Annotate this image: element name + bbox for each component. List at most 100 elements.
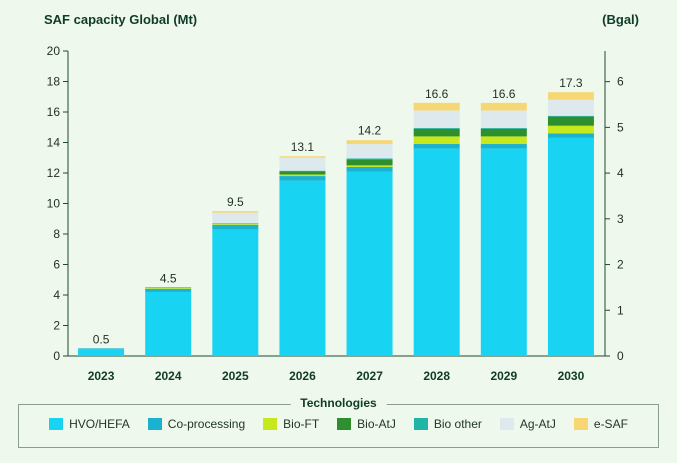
legend-swatch: [573, 418, 588, 430]
bar-segment-co-processing: [212, 224, 259, 230]
legend-swatch: [147, 418, 162, 430]
bar-segment-bio-ft: [145, 288, 192, 289]
x-axis-category-label: 2030: [558, 369, 585, 383]
bar-segment-bio-atj: [480, 128, 527, 137]
bar-segment-e-saf: [279, 156, 326, 158]
legend-swatch: [413, 418, 428, 430]
bar-total-label: 14.2: [358, 123, 382, 137]
right-axis-tick-label: 3: [617, 212, 624, 226]
bar-segment-ag-atj: [212, 212, 259, 224]
bar-total-label: 0.5: [93, 332, 110, 346]
bar-segment-hvo-hefa: [78, 349, 125, 356]
bar-segment-e-saf: [212, 211, 259, 213]
bar-segment-bio-ft: [413, 136, 460, 145]
bar-segment-bio-other: [346, 158, 393, 160]
bar-segment-ag-atj: [547, 99, 594, 116]
bar-segment-ag-atj: [346, 144, 393, 159]
bar-segment-e-saf: [547, 92, 594, 100]
bar-segment-bio-other: [413, 128, 460, 129]
bar-segment-bio-other: [212, 223, 259, 225]
legend-item: e-SAF: [573, 417, 628, 431]
bar-segment-bio-other: [480, 128, 527, 129]
right-axis-tick-label: 4: [617, 166, 624, 180]
bar-total-label: 13.1: [291, 140, 315, 154]
bar-segment-ag-atj: [279, 157, 326, 171]
legend-label: Bio-AtJ: [357, 417, 396, 431]
x-axis-category-label: 2026: [289, 369, 316, 383]
x-axis-category-label: 2023: [88, 369, 115, 383]
legend-item: Bio-FT: [263, 417, 319, 431]
bar-segment-bio-ft: [346, 165, 393, 167]
left-axis-tick-label: 6: [53, 258, 60, 272]
left-axis-tick-label: 2: [53, 319, 60, 333]
bar-segment-bio-ft: [547, 125, 594, 134]
bar-segment-e-saf: [480, 102, 527, 111]
x-axis-category-label: 2025: [222, 369, 249, 383]
bar-segment-hvo-hefa: [346, 171, 393, 356]
right-axis-tick-label: 2: [617, 258, 624, 272]
bar-segment-ag-atj: [480, 110, 527, 129]
bar-total-label: 16.6: [425, 87, 449, 101]
bar-total-label: 9.5: [227, 195, 244, 209]
bar-segment-bio-ft: [279, 174, 326, 177]
x-axis-category-label: 2024: [155, 369, 182, 383]
bar-segment-bio-atj: [279, 171, 326, 175]
bar-segment-hvo-hefa: [413, 148, 460, 356]
bar-segment-co-processing: [78, 348, 125, 350]
legend-label: e-SAF: [593, 417, 628, 431]
bar-segment-co-processing: [413, 144, 460, 149]
legend-item: HVO/HEFA: [49, 417, 130, 431]
legend: Technologies HVO/HEFA Co-processing Bio-FT…: [18, 396, 659, 448]
left-axis-tick-label: 14: [47, 136, 61, 150]
chart-title: SAF capacity Global (Mt): [44, 12, 198, 27]
bar-segment-co-processing: [547, 133, 594, 138]
x-axis-category-label: 2028: [423, 369, 450, 383]
right-axis-tick-label: 6: [617, 75, 624, 89]
left-axis-tick-label: 4: [53, 288, 60, 302]
left-axis-tick-label: 16: [47, 105, 61, 119]
right-axis-tick-label: 1: [617, 303, 624, 317]
bar-segment-co-processing: [279, 176, 326, 181]
left-axis-tick-label: 8: [53, 227, 60, 241]
bar-segment-bio-ft: [480, 136, 527, 145]
legend-label: Bio-FT: [283, 417, 320, 431]
right-axis-tick-label: 0: [617, 349, 624, 363]
bar-segment-bio-atj: [346, 159, 393, 166]
legend-swatch: [263, 418, 278, 430]
right-axis-unit: (Bgal): [602, 12, 639, 27]
bar-segment-bio-atj: [547, 116, 594, 126]
bar-segment-co-processing: [480, 144, 527, 149]
legend-swatch: [499, 418, 514, 430]
legend-swatch: [337, 418, 352, 430]
bar-segment-hvo-hefa: [212, 229, 259, 356]
legend-item: Co-processing: [147, 417, 246, 431]
left-axis-tick-label: 0: [53, 349, 60, 363]
left-axis-tick-label: 18: [47, 75, 61, 89]
legend-label: HVO/HEFA: [69, 417, 130, 431]
legend-title: Technologies: [290, 396, 387, 410]
legend-item: Bio other: [413, 417, 482, 431]
legend-items: HVO/HEFA Co-processing Bio-FT Bio-AtJ Bio ot…: [19, 417, 658, 431]
legend-item: Ag-AtJ: [499, 417, 556, 431]
bar-segment-bio-other: [279, 170, 326, 172]
left-axis-tick-label: 12: [47, 166, 61, 180]
bar-segment-ag-atj: [413, 110, 460, 129]
bar-total-label: 16.6: [492, 87, 516, 101]
left-axis-tick-label: 10: [47, 197, 61, 211]
right-axis-tick-label: 5: [617, 120, 624, 134]
legend-label: Co-processing: [167, 417, 246, 431]
x-axis-category-label: 2027: [356, 369, 383, 383]
bar-segment-bio-other: [547, 115, 594, 117]
bar-segment-co-processing: [145, 288, 192, 292]
bar-total-label: 4.5: [160, 271, 177, 285]
legend-label: Bio other: [433, 417, 482, 431]
legend-label: Ag-AtJ: [519, 417, 556, 431]
legend-swatch: [49, 418, 64, 430]
bar-segment-bio-other: [145, 287, 192, 289]
bar-segment-hvo-hefa: [279, 180, 326, 356]
bar-segment-hvo-hefa: [480, 148, 527, 356]
legend-item: Bio-AtJ: [337, 417, 396, 431]
bar-segment-hvo-hefa: [547, 137, 594, 356]
